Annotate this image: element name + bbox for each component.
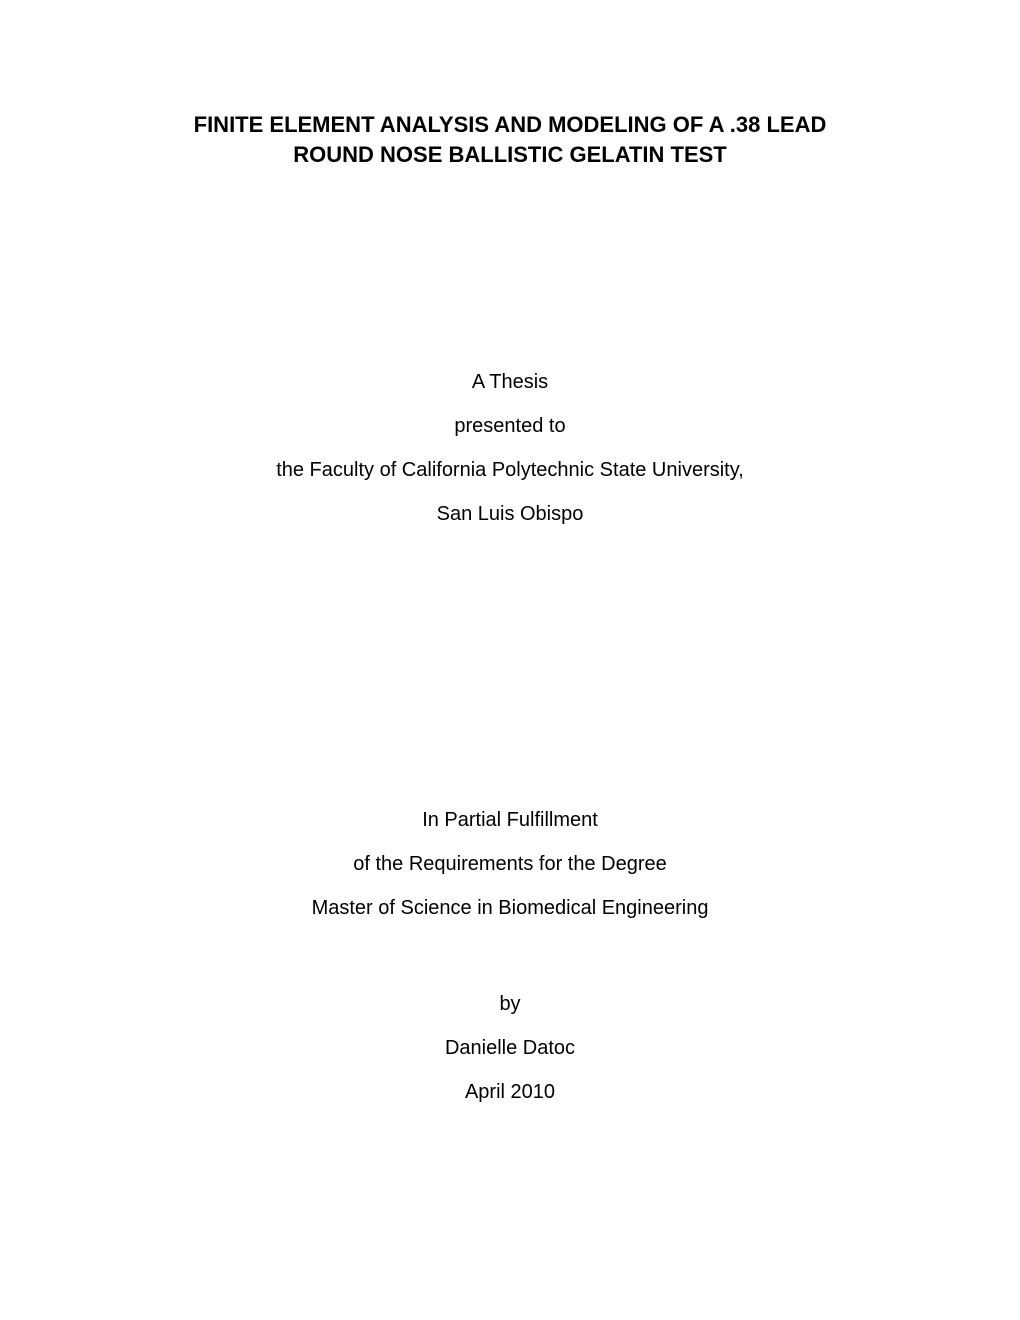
title-line-2: ROUND NOSE BALLISTIC GELATIN TEST	[130, 140, 890, 170]
title-block: FINITE ELEMENT ANALYSIS AND MODELING OF …	[130, 110, 890, 169]
thesis-title-page: FINITE ELEMENT ANALYSIS AND MODELING OF …	[0, 0, 1020, 1320]
presentation-line-presented: presented to	[130, 413, 890, 439]
author-block: by Danielle Datoc April 2010	[130, 991, 890, 1105]
fulfillment-line-degree: Master of Science in Biomedical Engineer…	[130, 895, 890, 921]
author-name: Danielle Datoc	[130, 1035, 890, 1061]
presentation-line-faculty: the Faculty of California Polytechnic St…	[130, 457, 890, 483]
fulfillment-line-partial: In Partial Fulfillment	[130, 807, 890, 833]
fulfillment-block: In Partial Fulfillment of the Requiremen…	[130, 807, 890, 921]
presentation-line-location: San Luis Obispo	[130, 501, 890, 527]
by-label: by	[130, 991, 890, 1017]
title-line-1: FINITE ELEMENT ANALYSIS AND MODELING OF …	[130, 110, 890, 140]
presentation-block: A Thesis presented to the Faculty of Cal…	[130, 369, 890, 527]
thesis-date: April 2010	[130, 1079, 890, 1105]
fulfillment-line-requirements: of the Requirements for the Degree	[130, 851, 890, 877]
presentation-line-thesis: A Thesis	[130, 369, 890, 395]
